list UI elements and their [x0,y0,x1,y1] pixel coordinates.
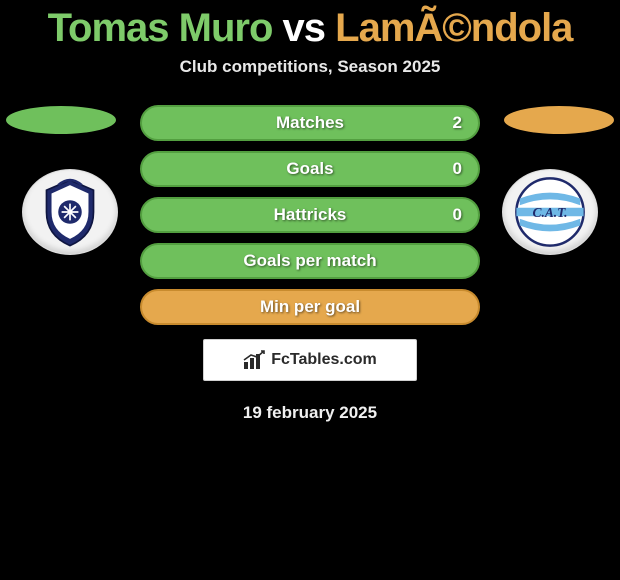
stat-row-min-per-goal: Min per goal [140,289,480,325]
club-b-badge-icon: C.A.T. [502,169,598,255]
stat-row-matches: Matches 2 [140,105,480,141]
brand-name: FcTables.com [271,351,377,369]
player-b-name: LamÃ©ndola [335,6,572,50]
svg-text:C.A.T.: C.A.T. [533,205,568,220]
subtitle: Club competitions, Season 2025 [0,57,620,77]
stat-label: Goals per match [243,251,376,271]
stat-value: 0 [453,205,462,225]
stat-row-goals: Goals 0 [140,151,480,187]
vs-label: vs [283,6,326,50]
stat-value: 2 [453,113,462,133]
stat-label: Matches [276,113,344,133]
brand-box: FcTables.com [203,339,417,381]
comparison-title: Tomas Muro vs LamÃ©ndola [0,0,620,51]
player-a-oval-icon [6,106,116,134]
club-a-badge-icon [22,169,118,255]
stat-label: Hattricks [274,205,347,225]
stat-row-hattricks: Hattricks 0 [140,197,480,233]
stats-column: Matches 2 Goals 0 Hattricks 0 Goals per … [140,105,480,325]
bar-chart-icon [243,350,267,370]
comparison-body: C.A.T. Matches 2 Goals 0 Hattricks 0 Goa… [0,105,620,325]
stat-label: Min per goal [260,297,360,317]
player-a-name: Tomas Muro [48,6,273,50]
stat-row-goals-per-match: Goals per match [140,243,480,279]
player-b-oval-icon [504,106,614,134]
comparison-date: 19 february 2025 [0,403,620,423]
stat-label: Goals [286,159,333,179]
stat-value: 0 [453,159,462,179]
